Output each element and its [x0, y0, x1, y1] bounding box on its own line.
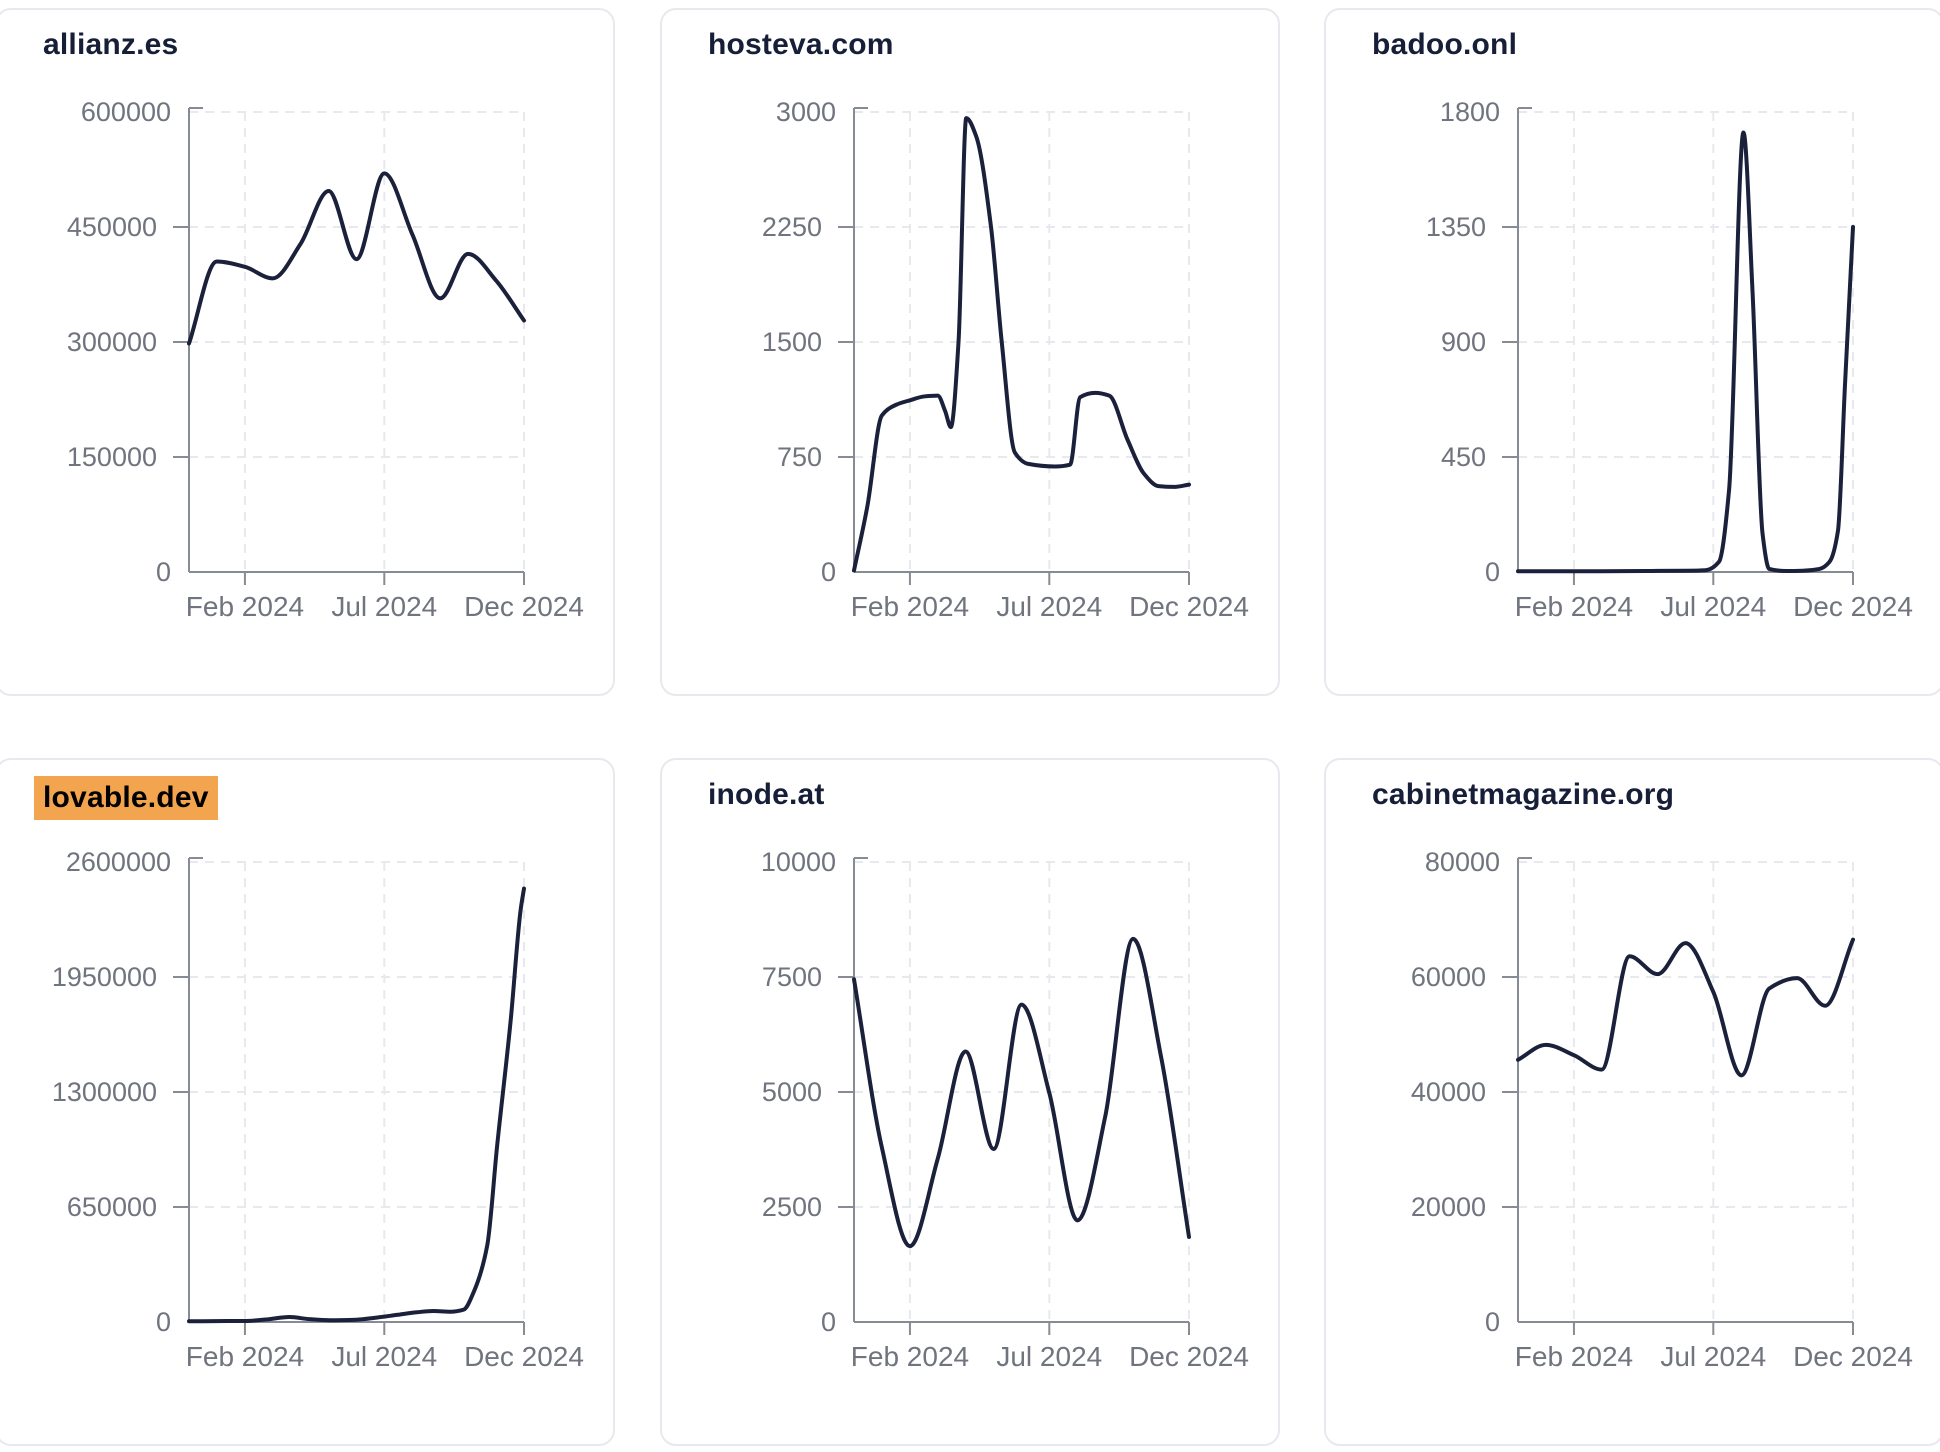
svg-text:1350: 1350	[1426, 212, 1486, 242]
svg-text:2500: 2500	[762, 1192, 822, 1222]
svg-text:2250: 2250	[762, 212, 822, 242]
svg-text:750: 750	[777, 442, 822, 472]
svg-text:0: 0	[821, 1307, 836, 1337]
svg-text:150000: 150000	[67, 442, 157, 472]
svg-text:Dec 2024: Dec 2024	[1129, 591, 1249, 622]
svg-text:0: 0	[1485, 557, 1500, 587]
svg-text:Feb 2024: Feb 2024	[851, 591, 969, 622]
svg-text:Jul 2024: Jul 2024	[996, 1341, 1102, 1372]
svg-text:Jul 2024: Jul 2024	[331, 1341, 437, 1372]
traffic-line-chart: 0 750 1500 2250 3000 Feb 2024 Jul 2024 Dec 2024	[762, 97, 1249, 622]
domain-label[interactable]: allianz.es	[43, 28, 179, 61]
svg-text:Dec 2024: Dec 2024	[1129, 1341, 1249, 1372]
svg-text:0: 0	[821, 557, 836, 587]
chart-title[interactable]: inode.at	[708, 776, 825, 814]
svg-text:Dec 2024: Dec 2024	[1793, 1341, 1913, 1372]
svg-text:Jul 2024: Jul 2024	[1660, 591, 1766, 622]
svg-text:0: 0	[156, 1307, 171, 1337]
svg-text:Feb 2024: Feb 2024	[186, 1341, 304, 1372]
traffic-line-chart: 0 650000 1300000 1950000 2600000 Feb 2024 Jul …	[52, 847, 584, 1372]
traffic-line-chart: 0 150000 300000 450000 600000 Feb 2024 Jul 202…	[67, 97, 584, 622]
svg-text:Jul 2024: Jul 2024	[1660, 1341, 1766, 1372]
svg-text:1500: 1500	[762, 327, 822, 357]
svg-text:0: 0	[156, 557, 171, 587]
svg-text:40000: 40000	[1411, 1077, 1486, 1107]
svg-text:Feb 2024: Feb 2024	[851, 1341, 969, 1372]
domain-label[interactable]: cabinetmagazine.org	[1372, 778, 1675, 811]
traffic-line-chart: 0 20000 40000 60000 80000 Feb 2024 Jul 2024 Dec…	[1411, 847, 1913, 1372]
svg-text:Dec 2024: Dec 2024	[464, 1341, 584, 1372]
traffic-line-chart: 0 450 900 1350 1800 Feb 2024 Jul 2024 Dec 2024	[1426, 97, 1913, 622]
domain-label[interactable]: inode.at	[708, 778, 825, 811]
chart-card-cabinetmagazine: cabinetmagazine.org 0 20000 40000 60000 8000…	[1324, 758, 1940, 1446]
svg-text:Jul 2024: Jul 2024	[331, 591, 437, 622]
chart-card-inode: inode.at 0 2500 5000 7500 10000 Feb 2024 Jul 2…	[660, 758, 1280, 1446]
chart-title[interactable]: cabinetmagazine.org	[1372, 776, 1674, 814]
svg-text:Feb 2024: Feb 2024	[186, 591, 304, 622]
svg-text:450000: 450000	[67, 212, 157, 242]
svg-text:650000: 650000	[67, 1192, 157, 1222]
svg-text:1800: 1800	[1440, 97, 1500, 127]
chart-card-lovable: lovable.dev 0 650000 1300000 1950000 2600000…	[0, 758, 615, 1446]
svg-text:0: 0	[1485, 1307, 1500, 1337]
svg-text:600000: 600000	[81, 97, 171, 127]
svg-text:2600000: 2600000	[66, 847, 171, 877]
svg-text:1300000: 1300000	[52, 1077, 157, 1107]
domain-label[interactable]: badoo.onl	[1372, 28, 1518, 61]
svg-text:20000: 20000	[1411, 1192, 1486, 1222]
svg-text:Jul 2024: Jul 2024	[996, 591, 1102, 622]
svg-text:Dec 2024: Dec 2024	[1793, 591, 1913, 622]
svg-text:80000: 80000	[1425, 847, 1500, 877]
svg-text:10000: 10000	[761, 847, 836, 877]
chart-title[interactable]: lovable.dev	[34, 776, 218, 820]
chart-card-badoo: badoo.onl 0 450 900 1350 1800 Feb 2024 Jul 202…	[1324, 8, 1940, 696]
domain-label-highlighted[interactable]: lovable.dev	[34, 776, 218, 820]
svg-text:7500: 7500	[762, 962, 822, 992]
chart-title[interactable]: hosteva.com	[708, 26, 894, 64]
chart-title[interactable]: badoo.onl	[1372, 26, 1517, 64]
svg-text:3000: 3000	[776, 97, 836, 127]
svg-text:Feb 2024: Feb 2024	[1515, 1341, 1633, 1372]
svg-text:1950000: 1950000	[52, 962, 157, 992]
svg-text:Feb 2024: Feb 2024	[1515, 591, 1633, 622]
svg-text:60000: 60000	[1411, 962, 1486, 992]
svg-text:5000: 5000	[762, 1077, 822, 1107]
chart-card-allianz: allianz.es 0 150000 300000 450000 600000 Feb …	[0, 8, 615, 696]
svg-text:450: 450	[1441, 442, 1486, 472]
chart-title[interactable]: allianz.es	[43, 26, 178, 64]
traffic-line-chart: 0 2500 5000 7500 10000 Feb 2024 Jul 2024 Dec 20…	[761, 847, 1249, 1372]
chart-card-hosteva: hosteva.com 0 750 1500 2250 3000 Feb 2024 Jul …	[660, 8, 1280, 696]
domain-label[interactable]: hosteva.com	[708, 28, 894, 61]
svg-text:300000: 300000	[67, 327, 157, 357]
svg-text:Dec 2024: Dec 2024	[464, 591, 584, 622]
svg-text:900: 900	[1441, 327, 1486, 357]
